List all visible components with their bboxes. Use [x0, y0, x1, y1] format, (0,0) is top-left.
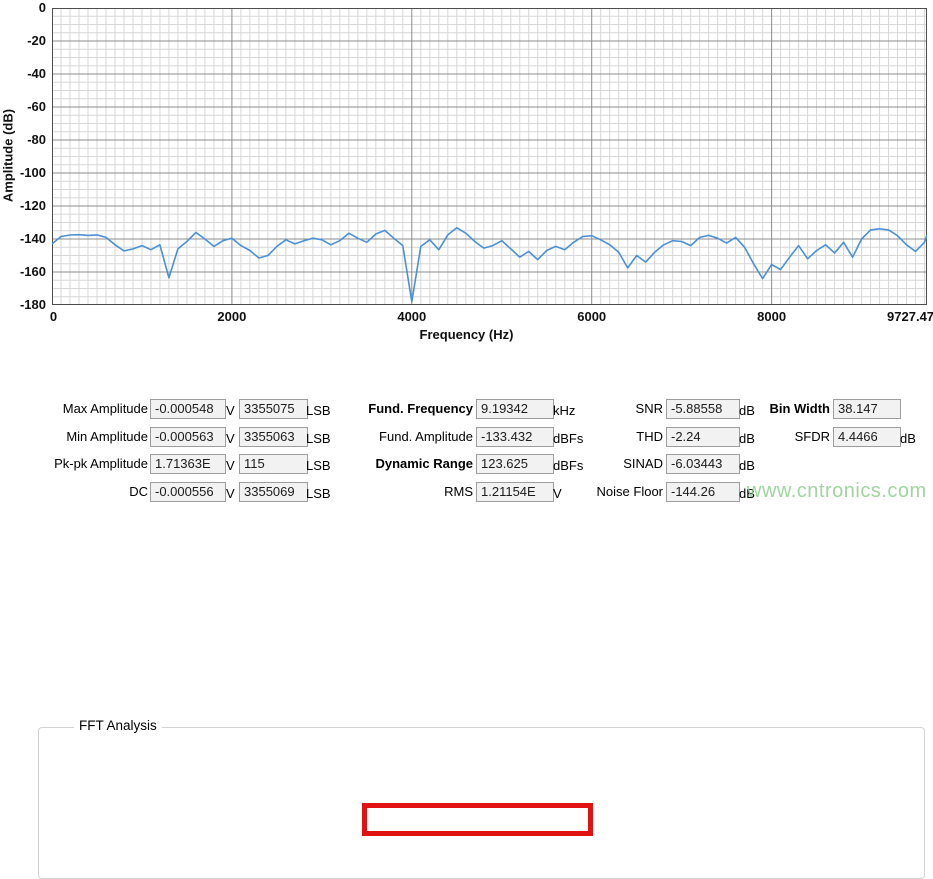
fund-amplitude-label: Fund. Amplitude — [379, 428, 473, 444]
thd-unit: dB — [739, 430, 755, 446]
fft-analysis-title: FFT Analysis — [74, 718, 162, 733]
y-tick-label: -80 — [27, 132, 46, 147]
fft-spectrum-chart: Amplitude (dB) 0 -20 -40 -60 -80 -100 -120 -140… — [0, 0, 933, 350]
y-tick-label: 0 — [38, 0, 46, 15]
x-tick-label: 6000 — [577, 309, 607, 324]
bin-width-value-field[interactable]: 38.147 — [833, 399, 901, 419]
pk-pk-amplitude-label: Pk-pk Amplitude — [54, 456, 148, 472]
min-amplitude-unit-lsb: LSB — [306, 430, 331, 446]
fund-frequency-label: Fund. Frequency — [368, 401, 473, 416]
sinad-value-field[interactable]: -6.03443 — [666, 454, 740, 475]
dynamic-range-value-field[interactable]: 123.625 — [476, 454, 554, 475]
pk-pk-amplitude-unit-lsb: LSB — [306, 458, 331, 474]
dc-unit-lsb: LSB — [306, 485, 331, 501]
max-amplitude-unit-lsb: LSB — [306, 403, 331, 418]
spectrum-trace — [52, 227, 927, 303]
sfdr-value-field[interactable]: 4.4466 — [833, 426, 901, 447]
bin-width-label: Bin Width — [769, 401, 830, 416]
x-axis-title: Frequency (Hz) — [419, 327, 514, 342]
min-amplitude-unit-volts: V — [226, 430, 235, 446]
snr-label: SNR — [635, 401, 663, 416]
dynamic-range-highlight-annotation — [362, 803, 593, 836]
pk-pk-amplitude-lsb-field[interactable]: 115 — [239, 454, 308, 475]
rms-label: RMS — [444, 483, 473, 499]
max-amplitude-unit-volts: V — [226, 403, 235, 418]
y-tick-label: -40 — [27, 66, 46, 81]
max-amplitude-lsb-field[interactable]: 3355075 — [239, 399, 308, 419]
noise-floor-unit: dB — [739, 485, 755, 501]
noise-floor-value-field[interactable]: -144.26 — [666, 481, 740, 502]
sinad-label: SINAD — [623, 456, 663, 472]
rms-value-field[interactable]: 1.21154E — [476, 481, 554, 502]
dynamic-range-label: Dynamic Range — [375, 456, 473, 472]
dc-unit-volts: V — [226, 485, 235, 501]
min-amplitude-label: Min Amplitude — [66, 428, 148, 444]
pk-pk-amplitude-unit-volts: V — [226, 458, 235, 474]
pk-pk-amplitude-value-field[interactable]: 1.71363E — [150, 454, 226, 475]
noise-floor-label: Noise Floor — [596, 483, 663, 499]
sfdr-label: SFDR — [794, 428, 830, 444]
y-tick-label: -20 — [27, 33, 46, 48]
y-tick-label: -140 — [19, 231, 46, 246]
fund-frequency-value-field[interactable]: 9.19342 — [476, 399, 554, 419]
rms-unit: V — [553, 485, 562, 501]
x-tick-label: 9727.47 — [887, 309, 933, 324]
snr-value-field[interactable]: -5.88558 — [666, 399, 740, 419]
plot-area — [52, 8, 927, 305]
y-tick-label: -100 — [19, 165, 46, 180]
thd-label: THD — [636, 428, 663, 444]
x-tick-label: 8000 — [757, 309, 787, 324]
thd-value-field[interactable]: -2.24 — [666, 426, 740, 447]
max-amplitude-value-field[interactable]: -0.000548 — [150, 399, 226, 419]
min-amplitude-lsb-field[interactable]: 3355063 — [239, 426, 308, 447]
fund-amplitude-unit: dBFs — [553, 430, 584, 446]
x-tick-label: 2000 — [217, 309, 247, 324]
max-amplitude-label: Max Amplitude — [62, 401, 148, 416]
dc-lsb-field[interactable]: 3355069 — [239, 481, 308, 502]
min-amplitude-value-field[interactable]: -0.000563 — [150, 426, 226, 447]
sinad-unit: dB — [739, 458, 755, 474]
sfdr-unit: dB — [900, 430, 916, 446]
dc-value-field[interactable]: -0.000556 — [150, 481, 226, 502]
fund-frequency-unit: kHz — [553, 403, 576, 418]
y-tick-label: -160 — [19, 264, 46, 279]
y-tick-label: -60 — [27, 99, 46, 114]
x-tick-label: 4000 — [397, 309, 427, 324]
fund-amplitude-value-field[interactable]: -133.432 — [476, 426, 554, 447]
dynamic-range-unit: dBFs — [553, 458, 584, 474]
watermark: www.cntronics.com — [747, 480, 927, 502]
dc-label: DC — [129, 483, 148, 499]
y-tick-label: -180 — [19, 297, 46, 312]
snr-unit: dB — [739, 403, 755, 418]
y-tick-label: -120 — [19, 198, 46, 213]
x-tick-label: 0 — [49, 309, 58, 324]
